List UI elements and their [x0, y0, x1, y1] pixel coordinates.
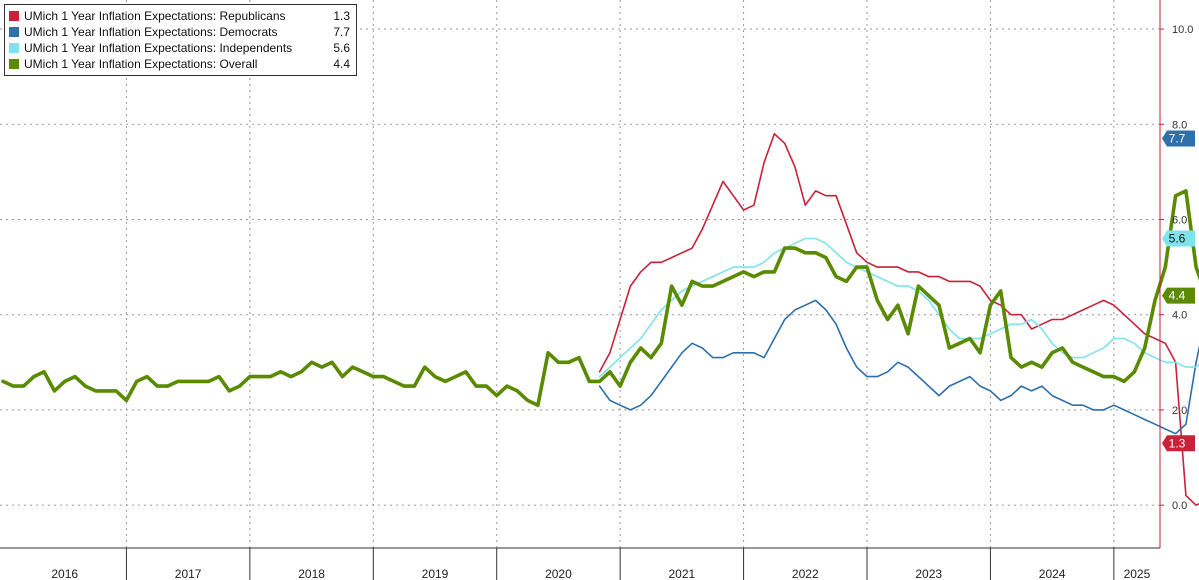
democrats-line	[598, 299, 1199, 435]
legend-value: 1.3	[333, 9, 350, 23]
y-tick-label: 4.0	[1172, 310, 1187, 322]
legend-swatch	[9, 43, 19, 53]
value-tag-label: 4.4	[1169, 289, 1186, 303]
grid	[0, 0, 1160, 548]
y-tick-label: 6.0	[1172, 214, 1187, 226]
value-tags: 1.3 7.7 5.6 4.4	[1162, 130, 1195, 452]
value-tag-label: 1.3	[1169, 436, 1186, 450]
republicans-line	[598, 133, 1199, 507]
x-tick-label: 2016	[51, 567, 78, 580]
y-tick-label: 0.0	[1172, 500, 1187, 512]
legend: UMich 1 Year Inflation Expectations: Rep…	[4, 4, 357, 76]
value-tag-label: 7.7	[1169, 132, 1186, 146]
x-tick-label: 2019	[422, 567, 449, 580]
x-tick-label: 2023	[915, 567, 942, 580]
legend-value: 4.4	[333, 57, 350, 71]
legend-item: UMich 1 Year Inflation Expectations: Dem…	[9, 24, 350, 40]
x-tick-label: 2025	[1124, 567, 1151, 580]
value-tag-bg	[1162, 230, 1195, 247]
legend-label: UMich 1 Year Inflation Expectations: Rep…	[24, 9, 286, 23]
overall-value-tag: 4.4	[1162, 287, 1195, 304]
x-axis: 2016 2017 2018 2019 2020 2021 2022 2023 2024 2025	[0, 547, 1160, 580]
legend-swatch	[9, 27, 19, 37]
republicans-value-tag: 1.3	[1162, 435, 1195, 452]
overall-line	[1, 189, 1199, 408]
democrats-value-tag: 7.7	[1162, 130, 1195, 147]
y-axis: 0.0 2.0 4.0 6.0 8.0 10.0	[1159, 0, 1193, 548]
x-tick-label: 2022	[792, 567, 819, 580]
legend-item: UMich 1 Year Inflation Expectations: Ove…	[9, 56, 350, 72]
y-tick-label: 10.0	[1172, 24, 1193, 36]
value-tag-bg	[1162, 130, 1195, 147]
legend-value: 5.6	[333, 41, 350, 55]
legend-swatch	[9, 59, 19, 69]
value-tag-label: 5.6	[1169, 232, 1186, 246]
legend-item: UMich 1 Year Inflation Expectations: Rep…	[9, 8, 350, 24]
legend-label: UMich 1 Year Inflation Expectations: Ove…	[24, 57, 258, 71]
independents-line	[598, 237, 1199, 378]
value-tag-bg	[1162, 287, 1195, 304]
legend-label: UMich 1 Year Inflation Expectations: Ind…	[24, 41, 293, 55]
legend-swatch	[9, 11, 19, 21]
y-tick-label: 8.0	[1172, 119, 1187, 131]
x-tick-label: 2018	[298, 567, 325, 580]
value-tag-bg	[1162, 435, 1195, 452]
legend-value: 7.7	[333, 25, 350, 39]
y-tick-label: 2.0	[1172, 405, 1187, 417]
legend-label: UMich 1 Year Inflation Expectations: Dem…	[24, 25, 278, 39]
independents-value-tag: 5.6	[1162, 230, 1195, 247]
series-layer	[1, 133, 1199, 507]
x-tick-label: 2024	[1039, 567, 1066, 580]
legend-item: UMich 1 Year Inflation Expectations: Ind…	[9, 40, 350, 56]
x-tick-label: 2017	[175, 567, 202, 580]
x-tick-label: 2020	[545, 567, 572, 580]
x-tick-label: 2021	[669, 567, 696, 580]
